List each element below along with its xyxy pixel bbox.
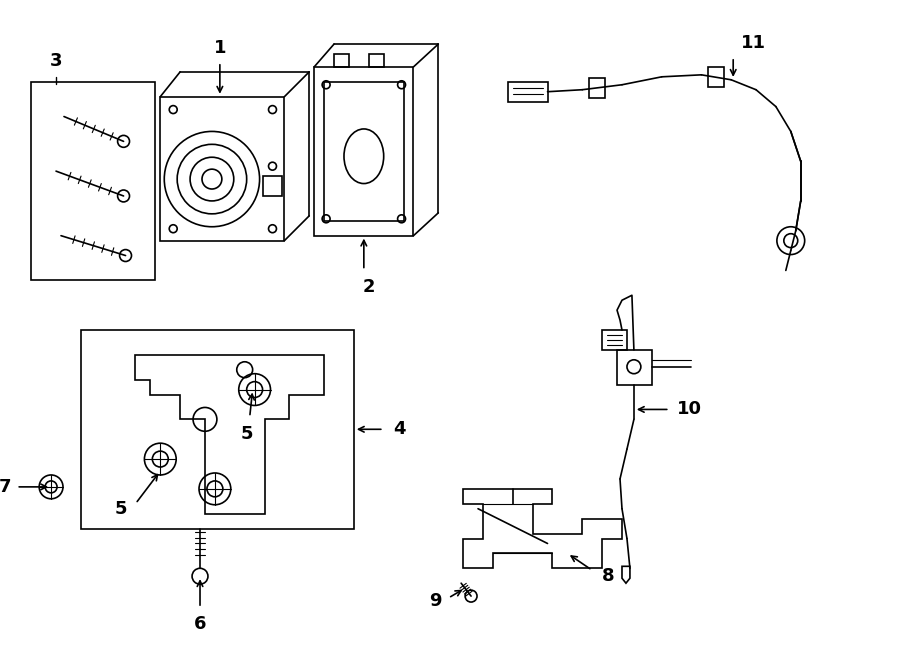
Text: 5: 5 bbox=[115, 500, 128, 518]
Text: 6: 6 bbox=[194, 615, 206, 633]
Text: 8: 8 bbox=[602, 567, 615, 585]
Text: 1: 1 bbox=[213, 39, 226, 57]
Text: 9: 9 bbox=[428, 592, 441, 610]
Text: 4: 4 bbox=[393, 420, 406, 438]
Text: 5: 5 bbox=[240, 425, 253, 444]
Text: 10: 10 bbox=[677, 401, 702, 418]
Text: 2: 2 bbox=[363, 278, 375, 296]
Text: 7: 7 bbox=[0, 478, 12, 496]
Text: 3: 3 bbox=[50, 52, 62, 70]
Text: 11: 11 bbox=[741, 34, 766, 52]
